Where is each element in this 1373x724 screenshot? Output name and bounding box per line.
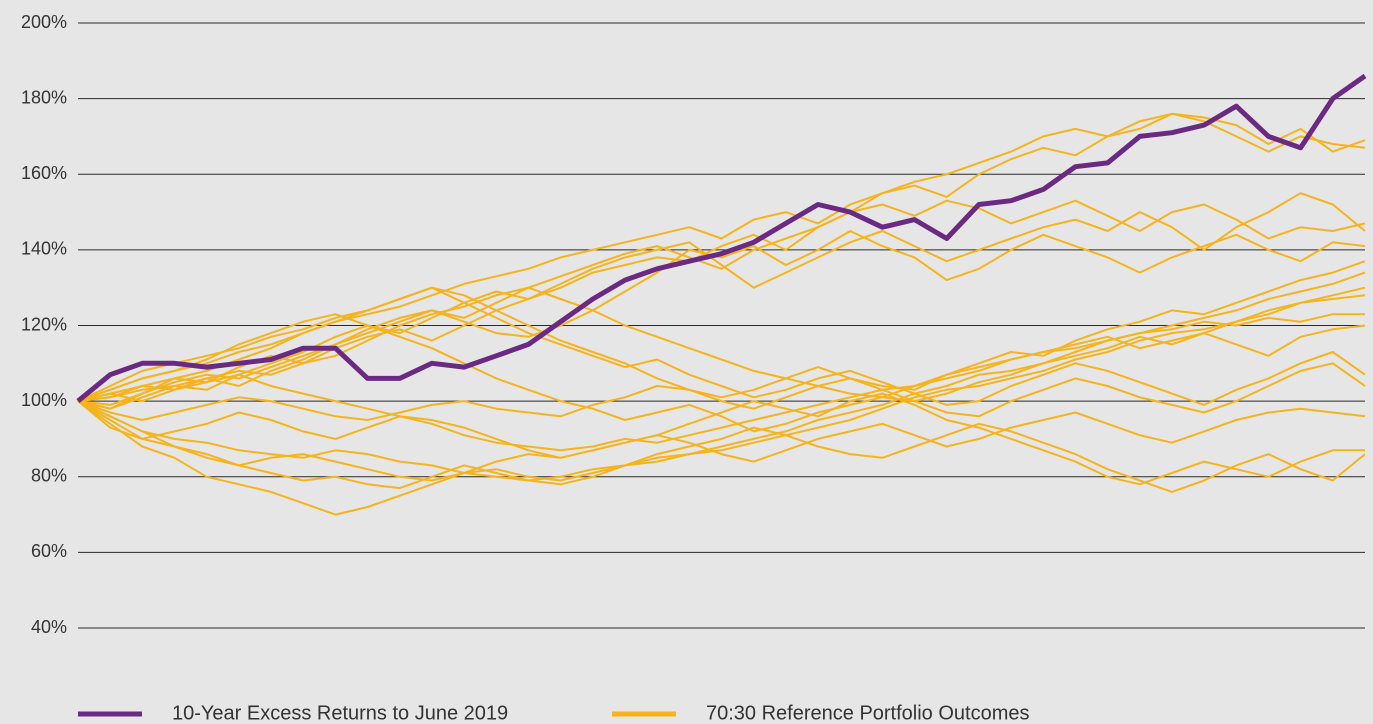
series-line [77, 112, 1366, 403]
y-tick-label: 160% [21, 163, 67, 183]
series-line [77, 286, 1366, 418]
series-line [77, 286, 1366, 406]
series-line [77, 199, 1366, 406]
y-tick-label: 40% [31, 617, 67, 637]
series-line [76, 73, 1367, 404]
y-tick-label: 60% [31, 541, 67, 561]
series-line [77, 400, 1366, 493]
legend-label: 70:30 Reference Portfolio Outcomes [706, 702, 1030, 724]
y-tick-label: 80% [31, 466, 67, 486]
legend-label: 10-Year Excess Returns to June 2019 [172, 702, 508, 724]
y-tick-label: 200% [21, 12, 67, 32]
series-line [77, 230, 1366, 403]
y-tick-label: 140% [21, 239, 67, 259]
series-line [77, 260, 1366, 421]
series-line [77, 392, 1365, 516]
series-line [77, 313, 1366, 433]
y-tick-label: 100% [21, 390, 67, 410]
series-line [77, 400, 1366, 463]
series-line [77, 286, 1366, 403]
series-line [77, 112, 1366, 403]
series-line [77, 313, 1365, 452]
y-tick-label: 120% [21, 314, 67, 334]
series-line [77, 286, 1366, 482]
y-tick-label: 180% [21, 87, 67, 107]
series-line [77, 192, 1366, 410]
series-line [77, 271, 1366, 482]
